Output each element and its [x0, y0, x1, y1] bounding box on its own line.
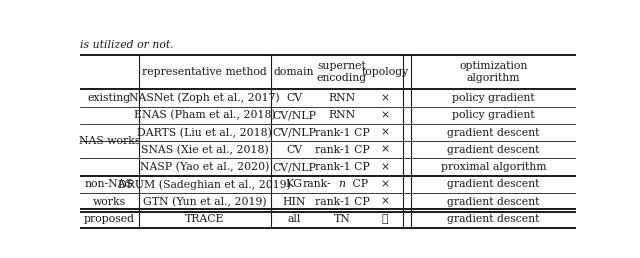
Text: NAS works: NAS works	[79, 136, 140, 146]
Text: policy gradient: policy gradient	[452, 110, 535, 120]
Text: proposed: proposed	[84, 214, 135, 224]
Text: optimization
algorithm: optimization algorithm	[460, 61, 528, 83]
Text: ×: ×	[380, 93, 390, 103]
Text: gradient descent: gradient descent	[447, 127, 540, 138]
Text: ×: ×	[380, 197, 390, 207]
Text: rank-1 CP: rank-1 CP	[314, 145, 369, 155]
Text: gradient descent: gradient descent	[447, 197, 540, 207]
Text: ×: ×	[380, 127, 390, 138]
Text: CP: CP	[349, 179, 368, 189]
Text: NASP (Yao et al., 2020): NASP (Yao et al., 2020)	[140, 162, 269, 172]
Text: ×: ×	[380, 162, 390, 172]
Text: RNN: RNN	[328, 110, 355, 120]
Text: CV: CV	[286, 93, 302, 103]
Text: ✓: ✓	[382, 214, 388, 224]
Text: RNN: RNN	[328, 93, 355, 103]
Text: CV/NLP: CV/NLP	[272, 110, 316, 120]
Text: is utilized or not.: is utilized or not.	[80, 40, 173, 50]
Text: non-NAS: non-NAS	[85, 179, 134, 189]
Text: rank-1 CP: rank-1 CP	[314, 127, 369, 138]
Text: ×: ×	[380, 179, 390, 189]
Text: all: all	[287, 214, 301, 224]
Text: n: n	[339, 179, 346, 189]
Text: TN: TN	[333, 214, 350, 224]
Text: HIN: HIN	[282, 197, 306, 207]
Text: domain: domain	[274, 67, 314, 77]
Text: proximal algorithm: proximal algorithm	[441, 162, 547, 172]
Text: SNAS (Xie et al., 2018): SNAS (Xie et al., 2018)	[141, 145, 269, 155]
Text: existing: existing	[88, 93, 131, 103]
Text: topology: topology	[362, 67, 409, 77]
Text: NASNet (Zoph et al., 2017): NASNet (Zoph et al., 2017)	[129, 93, 280, 103]
Text: DARTS (Liu et al., 2018): DARTS (Liu et al., 2018)	[138, 127, 272, 138]
Text: rank-1 CP: rank-1 CP	[314, 162, 369, 172]
Text: gradient descent: gradient descent	[447, 145, 540, 155]
Text: ×: ×	[380, 145, 390, 155]
Text: works: works	[93, 197, 126, 207]
Text: representative method: representative method	[142, 67, 267, 77]
Text: rank- ​​CP: rank- ​​CP	[319, 179, 365, 189]
Text: CV: CV	[286, 145, 302, 155]
Text: policy gradient: policy gradient	[452, 93, 535, 103]
Text: GTN (Yun et al., 2019): GTN (Yun et al., 2019)	[143, 197, 266, 207]
Text: supernet
encoding: supernet encoding	[317, 61, 367, 83]
Text: rank-: rank-	[302, 179, 331, 189]
Text: TRACE: TRACE	[185, 214, 225, 224]
Text: rank-1 CP: rank-1 CP	[314, 197, 369, 207]
Text: gradient descent: gradient descent	[447, 214, 540, 224]
Text: CV/NLP: CV/NLP	[272, 162, 316, 172]
Text: CV/NLP: CV/NLP	[272, 127, 316, 138]
Text: KG: KG	[285, 179, 303, 189]
Text: DRUM (Sadeghian et al., 2019): DRUM (Sadeghian et al., 2019)	[118, 179, 291, 190]
Text: ×: ×	[380, 110, 390, 120]
Text: gradient descent: gradient descent	[447, 179, 540, 189]
Text: ENAS (Pham et al., 2018): ENAS (Pham et al., 2018)	[134, 110, 276, 120]
